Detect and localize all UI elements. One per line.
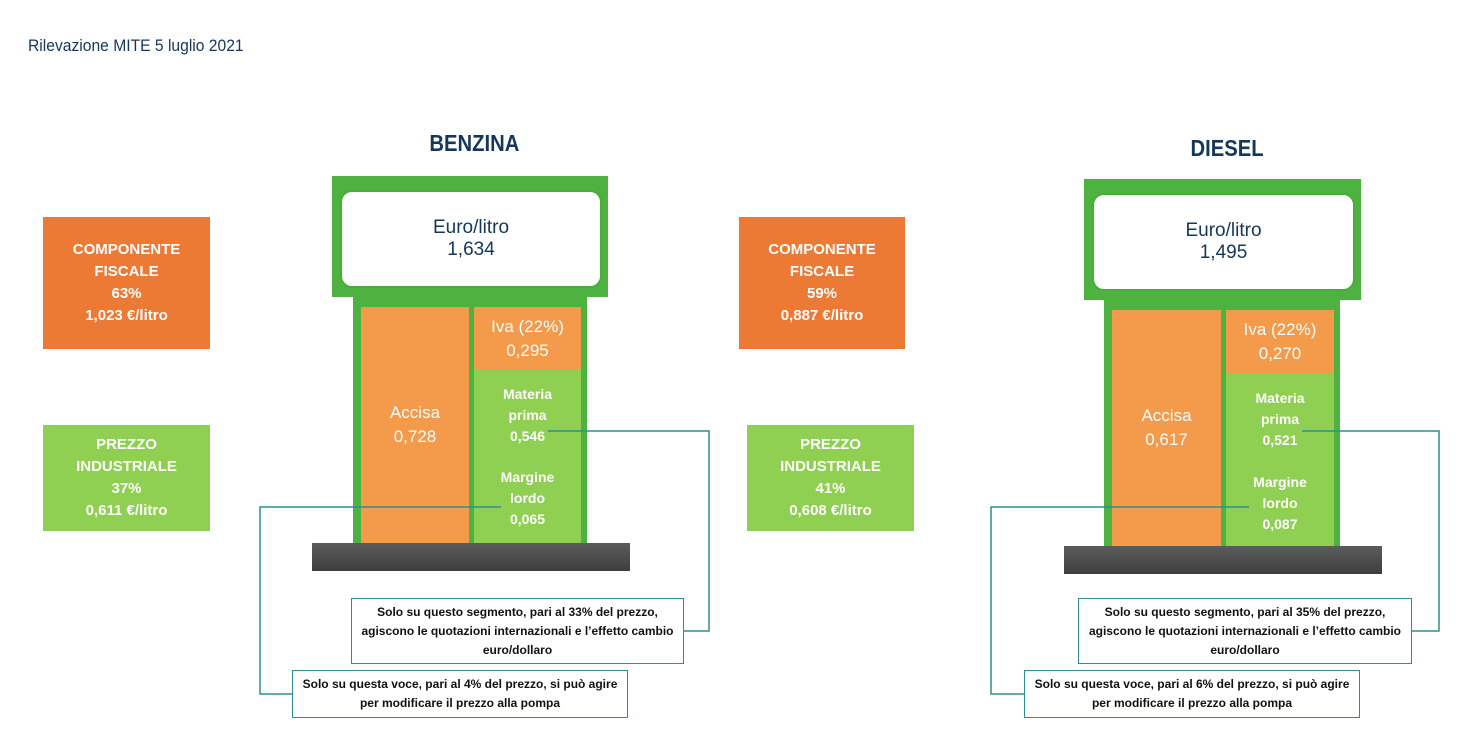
benzina-prezzo-industriale-box: PREZZO INDUSTRIALE 37% 0,611 €/litro [43,425,210,531]
benzina-ml-line2: lordo [510,489,545,506]
benzina-price-label: Euro/litro [432,217,510,238]
benzina-pump-body: Accisa 0,728 Iva (22%) 0,295 Materia pri… [353,297,587,543]
diesel-price-value: 1,495 [1199,242,1248,263]
diesel-margine-connector [990,506,1249,695]
diesel-note-segment-line2: agiscono le quotazioni internazionali e … [1088,623,1402,638]
benzina-accisa-segment: Accisa 0,728 [361,307,469,543]
benzina-ml-line1: Margine [500,468,555,485]
benzina-componente-fiscale-box: COMPONENTE FISCALE 63% 1,023 €/litro [43,217,210,349]
diesel-pump-head: Euro/litro 1,495 [1084,179,1361,300]
diesel-iva-label: Iva (22%) [1243,320,1317,339]
benzina-note-segment-line1: Solo su questo segmento, pari al 33% del… [377,604,658,619]
diesel-iva-segment: Iva (22%) 0,270 [1226,310,1334,374]
diesel-cf-percent: 59% [806,285,838,302]
benzina-margine-connector [259,506,501,695]
diesel-ml-value: 0,087 [1262,515,1298,532]
diesel-materia-connector [1302,430,1440,632]
benzina-note-voice-line1: Solo su questa voce, pari al 4% del prez… [302,677,618,691]
diesel-ml-line1: Margine [1253,473,1307,490]
diesel-pump-body: Accisa 0,617 Iva (22%) 0,270 Materia pri… [1104,300,1340,546]
diesel-note-segment: Solo su questo segmento, pari al 35% del… [1078,598,1412,664]
benzina-pi-line2: INDUSTRIALE [76,458,177,475]
benzina-title: BENZINA [429,130,520,156]
benzina-accisa-label: Accisa [389,403,441,422]
benzina-mp-line2: prima [508,406,547,423]
page-title: Rilevazione MITE 5 luglio 2021 [28,36,244,55]
benzina-mp-line1: Materia [502,385,553,402]
diesel-industriale-segment: Materia prima 0,521 Margine lordo 0,087 [1226,374,1334,546]
diesel-mp-value: 0,521 [1262,431,1298,448]
diesel-cf-value: 0,887 €/litro [780,307,864,324]
benzina-note-segment: Solo su questo segmento, pari al 33% del… [351,598,684,664]
diesel-prezzo-industriale-box: PREZZO INDUSTRIALE 41% 0,608 €/litro [747,425,914,531]
diesel-cf-line1: COMPONENTE [768,241,876,258]
diesel-mp-line2: prima [1260,410,1300,427]
benzina-cf-line1: COMPONENTE [72,241,181,258]
diesel-margine-lordo: Margine lordo 0,087 [1226,468,1334,538]
benzina-note-voice-line2: per modificare il prezzo alla pompa [359,696,561,710]
diesel-cf-line2: FISCALE [789,263,855,280]
diesel-pi-percent: 41% [815,480,846,497]
benzina-pi-percent: 37% [111,480,142,497]
diesel-pump-base [1064,546,1382,574]
benzina-note-voice: Solo su questa voce, pari al 4% del prez… [292,670,628,718]
benzina-mp-value: 0,546 [509,427,546,444]
diesel-pi-value: 0,608 €/litro [789,502,872,519]
benzina-price-display: Euro/litro 1,634 [340,190,602,288]
benzina-materia-connector [548,430,710,632]
benzina-pump-head: Euro/litro 1,634 [332,176,608,297]
benzina-cf-percent: 63% [111,285,142,302]
diesel-iva-value: 0,270 [1258,344,1302,363]
benzina-note-segment-line2: agiscono le quotazioni internazionali e … [361,623,674,638]
diesel-note-voice: Solo su questa voce, pari al 6% del prez… [1024,670,1360,718]
diesel-note-voice-line1: Solo su questa voce, pari al 6% del prez… [1034,677,1350,691]
diesel-note-segment-line1: Solo su questo segmento, pari al 35% del… [1104,604,1386,619]
benzina-iva-label: Iva (22%) [491,316,564,336]
diesel-price-label: Euro/litro [1185,220,1262,241]
diesel-title: DIESEL [1190,135,1264,161]
benzina-margine-lordo: Margine lordo 0,065 [474,463,581,533]
benzina-iva-segment: Iva (22%) 0,295 [474,307,581,370]
benzina-materia-prima: Materia prima 0,546 [474,380,581,450]
diesel-price-display: Euro/litro 1,495 [1092,193,1355,291]
benzina-pump-base [312,543,630,571]
benzina-ml-value: 0,065 [509,510,546,527]
benzina-industriale-segment: Materia prima 0,546 Margine lordo 0,065 [474,370,581,543]
diesel-accisa-value: 0,617 [1145,430,1188,449]
diesel-mp-line1: Materia [1255,389,1305,406]
diesel-materia-prima: Materia prima 0,521 [1226,384,1334,454]
diesel-pi-line2: INDUSTRIALE [780,458,881,475]
benzina-pi-line1: PREZZO [96,436,157,453]
benzina-cf-line2: FISCALE [94,263,159,280]
benzina-note-segment-line3: euro/dollaro [482,642,553,657]
benzina-iva-value: 0,295 [506,340,549,360]
diesel-note-voice-line2: per modificare il prezzo alla pompa [1091,696,1293,710]
diesel-ml-line2: lordo [1262,494,1298,511]
diesel-componente-fiscale-box: COMPONENTE FISCALE 59% 0,887 €/litro [739,217,905,349]
diesel-pi-line1: PREZZO [800,436,861,453]
benzina-pi-value: 0,611 €/litro [85,502,168,519]
diesel-note-segment-line3: euro/dollaro [1210,642,1280,657]
benzina-price-value: 1,634 [447,239,495,260]
diesel-accisa-label: Accisa [1141,406,1192,425]
benzina-cf-value: 1,023 €/litro [85,307,168,324]
benzina-accisa-value: 0,728 [393,427,437,446]
